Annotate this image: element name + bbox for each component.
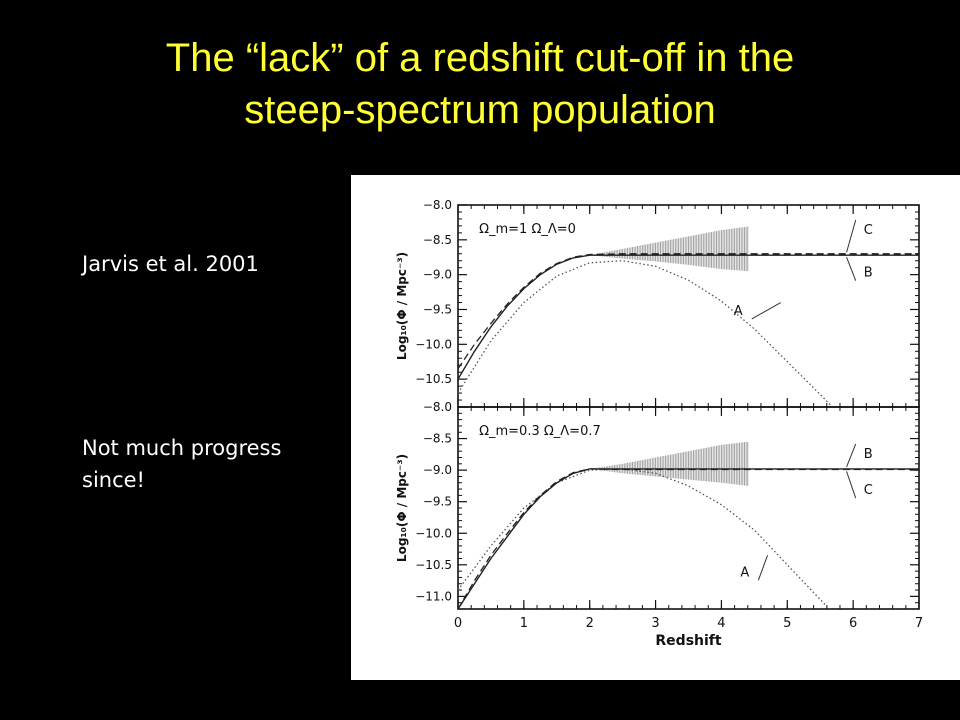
series-line-b xyxy=(458,254,919,380)
progress-note-line-1: Not much progress xyxy=(82,436,282,460)
panel-top: −8.0 −8.5 −9.0 −9.5 −10.0 −10.5 Log₁₀(Φ / Mpc⁻… xyxy=(395,198,920,408)
curve-label-c: C xyxy=(864,223,873,238)
y-tick-label: −8.0 xyxy=(423,400,452,414)
curve-label-a: A xyxy=(740,565,749,580)
cosmology-annotation: Ω_m=1 Ω_Λ=0 xyxy=(479,222,576,237)
curve-pointer xyxy=(751,302,781,320)
series-line-a xyxy=(458,468,831,609)
curve-label-b: B xyxy=(864,266,873,281)
y-axis-label: Log₁₀(Φ / Mpc⁻³) xyxy=(395,252,409,360)
y-tick-label: −10.5 xyxy=(415,558,452,572)
x-tick-label: 1 xyxy=(520,616,528,631)
slide-title-line-2: steep-spectrum population xyxy=(244,88,716,132)
series-line-b xyxy=(458,468,919,609)
y-tick-label: −10.0 xyxy=(415,526,452,540)
y-tick-label: −9.0 xyxy=(423,268,452,282)
slide-title: The “lack” of a redshift cut-off in the … xyxy=(0,32,960,136)
luminosity-function-chart: −8.0 −8.5 −9.0 −9.5 −10.0 −10.5 Log₁₀(Φ / Mpc⁻… xyxy=(395,198,923,649)
series-line-c xyxy=(458,468,919,609)
plot-area: B C A xyxy=(458,441,919,609)
citation-text: Jarvis et al. 2001 xyxy=(82,252,259,276)
x-axis-label: Redshift xyxy=(655,633,721,649)
x-tick-label: 0 xyxy=(454,616,462,631)
y-tick-label: −8.0 xyxy=(423,198,452,212)
y-axis-label: Log₁₀(Φ / Mpc⁻³) xyxy=(395,454,409,562)
y-tick-label: −10.0 xyxy=(415,337,452,351)
progress-note-line-2: since! xyxy=(82,468,145,492)
series-line-a xyxy=(458,260,834,407)
panel-bottom: −8.0 −8.5 −9.0 −9.5 −10.0 −10.5 −11.00 1 2 3 4 5 6 7 R… xyxy=(395,400,923,649)
curve-label-c: C xyxy=(864,483,873,498)
curve-pointer xyxy=(846,443,857,468)
plot-area: C B A xyxy=(458,219,919,407)
progress-note: Not much progress since! xyxy=(82,432,342,496)
series-line-c xyxy=(458,253,919,370)
x-tick-label: 3 xyxy=(651,616,659,631)
slide-title-line-1: The “lack” of a redshift cut-off in the xyxy=(165,36,795,80)
y-tick-label: −10.5 xyxy=(415,372,452,386)
curve-pointer xyxy=(846,471,857,499)
luminosity-function-figure: −8.0 −8.5 −9.0 −9.5 −10.0 −10.5 Log₁₀(Φ / Mpc⁻… xyxy=(351,175,960,680)
y-tick-label: −8.5 xyxy=(423,233,452,247)
y-tick-label: −9.5 xyxy=(423,495,452,509)
cosmology-annotation: Ω_m=0.3 Ω_Λ=0.7 xyxy=(479,424,601,439)
x-tick-label: 6 xyxy=(849,616,857,631)
y-tick-label: −11.0 xyxy=(415,589,452,603)
curve-label-b: B xyxy=(864,447,873,462)
y-tick-label: −9.5 xyxy=(423,302,452,316)
y-tick-label: −8.5 xyxy=(423,432,452,446)
x-tick-label: 7 xyxy=(915,616,923,631)
x-tick-label: 2 xyxy=(586,616,594,631)
curve-pointer xyxy=(757,555,768,581)
curve-pointer xyxy=(846,219,857,253)
curve-pointer xyxy=(846,257,857,281)
curve-label-a: A xyxy=(734,304,743,319)
y-tick-label: −9.0 xyxy=(423,463,452,477)
x-tick-label: 5 xyxy=(783,616,791,631)
x-tick-label: 4 xyxy=(717,616,725,631)
